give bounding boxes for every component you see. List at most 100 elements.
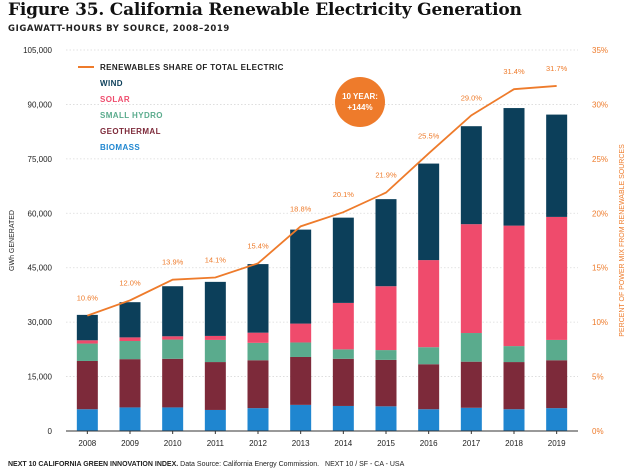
y-tick-label: 105,000	[23, 46, 52, 55]
bar-segment-solar	[332, 302, 354, 350]
bar-segment-wind	[290, 229, 312, 324]
bar-segment-solar	[546, 216, 568, 340]
y2-tick-label: 15%	[592, 264, 608, 273]
y-tick-label: 15,000	[28, 373, 53, 382]
legend-label-solar: SOLAR	[100, 95, 130, 104]
share-data-label: 29.0%	[461, 93, 483, 102]
footer-source: Data Source: California Energy Commissio…	[178, 461, 320, 468]
stacked-bars	[76, 108, 568, 431]
share-data-label: 18.8%	[290, 204, 312, 213]
bar-segment-geothermal	[204, 362, 226, 410]
bar-segment-geothermal	[247, 360, 269, 409]
bar-segment-geothermal	[418, 364, 440, 410]
bar-segment-small-hydro	[119, 341, 141, 360]
share-data-label: 10.6%	[77, 294, 99, 303]
bar-segment-small-hydro	[460, 333, 482, 362]
bar-segment-small-hydro	[247, 342, 269, 361]
bar-segment-small-hydro	[418, 347, 440, 365]
bar-segment-biomass	[460, 407, 482, 431]
bar-segment-solar	[290, 323, 312, 343]
share-data-label: 15.4%	[247, 241, 269, 250]
x-tick-label: 2014	[334, 439, 352, 448]
legend: RENEWABLES SHARE OF TOTAL ELECTRIC WIND SO…	[78, 63, 284, 152]
bar-segment-small-hydro	[332, 349, 354, 359]
bar-segment-solar	[375, 286, 397, 351]
bar-segment-geothermal	[332, 358, 354, 406]
bar-segment-wind	[503, 108, 525, 226]
y-tick-label: 90,000	[28, 100, 53, 109]
y2-axis-label: PERCENT OF POWER MIX FROM RENEWABLE SOUR…	[619, 144, 626, 337]
bar-segment-small-hydro	[162, 339, 184, 359]
bar-segment-wind	[119, 302, 141, 338]
share-data-label: 31.7%	[546, 64, 568, 73]
y2-tick-label: 25%	[592, 155, 608, 164]
bar-segment-biomass	[162, 407, 184, 431]
bar-segment-wind	[418, 163, 440, 261]
gridlines	[66, 49, 578, 377]
y2-tick-label: 30%	[592, 100, 608, 109]
x-tick-label: 2017	[462, 439, 480, 448]
share-line: 10.6% 12.0% 13.9% 14.1% 15.4% 18.8% 20.1% 21.9%…	[77, 64, 568, 317]
bar-segment-small-hydro	[503, 346, 525, 363]
bar-segment-solar	[76, 340, 98, 344]
legend-line-label: RENEWABLES SHARE OF TOTAL ELECTRIC	[100, 63, 284, 72]
y2-tick-label: 10%	[592, 318, 608, 327]
bar-segment-solar	[119, 337, 141, 342]
x-tick-label: 2009	[121, 439, 139, 448]
bar-segment-wind	[332, 217, 354, 303]
bar-segment-small-hydro	[204, 339, 226, 363]
bar-segment-geothermal	[460, 361, 482, 408]
x-tick-label: 2018	[505, 439, 523, 448]
bar-segment-biomass	[418, 409, 440, 431]
bar-segment-solar	[247, 332, 269, 343]
bar-segment-geothermal	[119, 359, 141, 408]
x-tick-label: 2011	[207, 439, 225, 448]
x-tick-label: 2012	[249, 439, 267, 448]
bar-segment-wind	[247, 264, 269, 333]
footer: NEXT 10 CALIFORNIA GREEN INNOVATION INDE…	[8, 461, 404, 468]
bar-segment-small-hydro	[76, 343, 98, 361]
footer-tail: NEXT 10 / SF - CA - USA	[325, 461, 405, 468]
bar-segment-small-hydro	[290, 342, 312, 357]
y-tick-label: 60,000	[28, 209, 53, 218]
y2-tick-label: 0%	[592, 427, 604, 436]
bar-segment-biomass	[503, 409, 525, 431]
x-tick-label: 2008	[78, 439, 96, 448]
bar-segment-wind	[162, 286, 184, 337]
y-tick-label: 0	[48, 427, 53, 436]
bar-segment-geothermal	[290, 356, 312, 405]
bar-segment-solar	[460, 224, 482, 334]
share-data-label: 13.9%	[162, 258, 184, 267]
share-data-label: 20.1%	[333, 190, 355, 199]
bar-segment-geothermal	[503, 362, 525, 410]
legend-label-wind: WIND	[100, 79, 123, 88]
legend-label-small-hydro: SMALL HYDRO	[100, 111, 163, 120]
share-data-label: 21.9%	[375, 171, 397, 180]
footer-lead: NEXT 10 CALIFORNIA GREEN INNOVATION INDE…	[8, 461, 179, 468]
bar-segment-biomass	[247, 408, 269, 431]
y-tick-label: 30,000	[28, 318, 53, 327]
chart-subtitle: GIGAWATT-HOURS BY SOURCE, 2008–2019	[8, 24, 230, 34]
y-tick-label: 75,000	[28, 155, 53, 164]
x-tick-label: 2010	[164, 439, 182, 448]
y2-tick-label: 35%	[592, 46, 608, 55]
bar-segment-geothermal	[76, 360, 98, 410]
bar-segment-wind	[546, 114, 568, 217]
bar-segment-solar	[418, 260, 440, 348]
x-tick-label: 2013	[292, 439, 310, 448]
bar-segment-wind	[460, 126, 482, 225]
bar-segment-biomass	[204, 409, 226, 431]
axes: 0 15,000 30,000 45,000 60,000 75,000 90,000 105…	[9, 46, 626, 448]
bar-segment-biomass	[546, 408, 568, 431]
bar-segment-geothermal	[162, 358, 184, 408]
bar-segment-geothermal	[375, 359, 397, 407]
bar-segment-wind	[375, 199, 397, 287]
bar-segment-small-hydro	[546, 339, 568, 361]
y-tick-label: 45,000	[28, 264, 53, 273]
share-data-label: 31.4%	[503, 67, 525, 76]
bar-segment-biomass	[119, 407, 141, 431]
y2-tick-label: 5%	[592, 373, 604, 382]
share-data-label: 25.5%	[418, 131, 440, 140]
x-tick-label: 2016	[420, 439, 438, 448]
